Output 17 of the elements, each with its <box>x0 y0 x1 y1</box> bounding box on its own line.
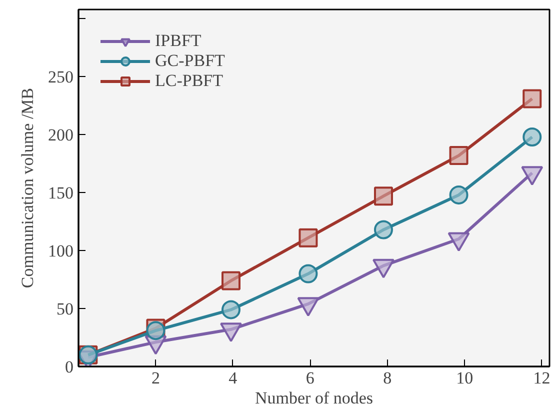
legend-label: IPBFT <box>155 31 202 51</box>
legend-label: LC-PBFT <box>155 71 224 91</box>
y-tick-label: 100 <box>48 242 74 261</box>
x-axis-title: Number of nodes <box>254 388 374 408</box>
y-tick-label: 50 <box>56 300 74 319</box>
y-tick-label: 0 <box>65 358 74 376</box>
y-tick-label: 150 <box>48 184 74 203</box>
y-tick-label: 200 <box>48 126 74 145</box>
y-tick-label: 250 <box>48 68 74 87</box>
x-tick-label: 6 <box>306 368 314 388</box>
x-tick-label: 8 <box>383 368 392 388</box>
y-axis-title: Communication volume /MB <box>18 88 37 288</box>
legend-label: GC-PBFT <box>155 51 225 71</box>
x-tick-label: 12 <box>533 368 550 388</box>
x-tick-label: 4 <box>228 368 238 388</box>
x-tick-label: 2 <box>151 368 160 388</box>
x-tick-label: 10 <box>456 368 474 388</box>
